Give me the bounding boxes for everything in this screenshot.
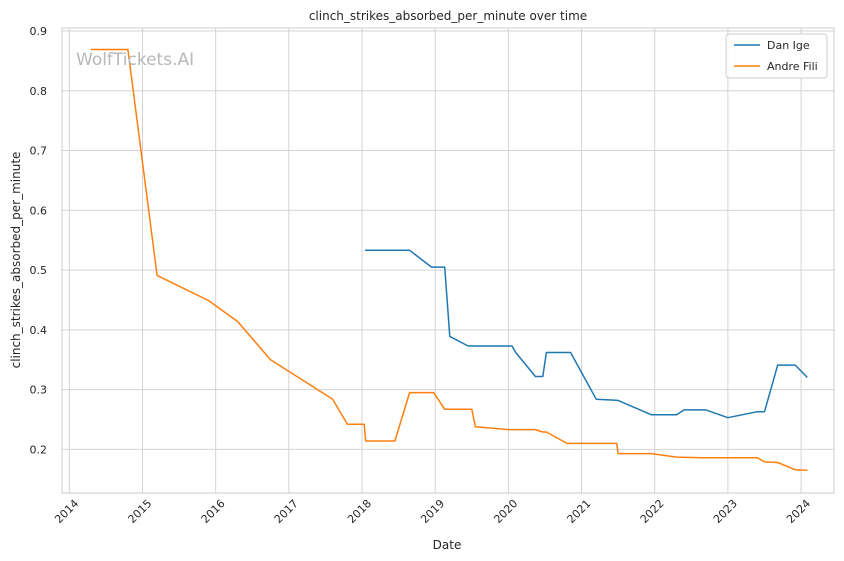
- legend-label-dan-ige: Dan Ige: [767, 39, 810, 52]
- grid-lines: [62, 28, 834, 493]
- y-tick-label: 0.3: [30, 384, 48, 397]
- legend: Dan Ige Andre Fili: [725, 33, 828, 79]
- series-line-andre-fili: [90, 48, 808, 472]
- y-tick-label: 0.5: [30, 264, 48, 277]
- series-line-dan-ige: [364, 249, 808, 419]
- plot-area: [62, 28, 834, 493]
- x-axis-label: Date: [433, 538, 462, 552]
- legend-label-andre-fili: Andre Fili: [767, 60, 818, 73]
- series-lines: [90, 48, 808, 472]
- plot-frame: [61, 27, 835, 494]
- y-tick-label: 0.7: [30, 145, 48, 158]
- y-tick-label: 0.4: [30, 324, 48, 337]
- chart-title: clinch_strikes_absorbed_per_minute over …: [309, 9, 587, 23]
- y-axis-label: clinch_strikes_absorbed_per_minute: [9, 152, 23, 369]
- watermark-text: WolfTickets.AI: [76, 50, 194, 70]
- y-tick-labels: 0.2 0.3 0.4 0.5 0.6 0.7 0.8 0.9: [30, 25, 48, 456]
- y-tick-label: 0.8: [30, 85, 48, 98]
- y-tick-label: 0.9: [30, 25, 48, 38]
- y-tick-label: 0.6: [30, 204, 48, 217]
- y-tick-label: 0.2: [30, 443, 48, 456]
